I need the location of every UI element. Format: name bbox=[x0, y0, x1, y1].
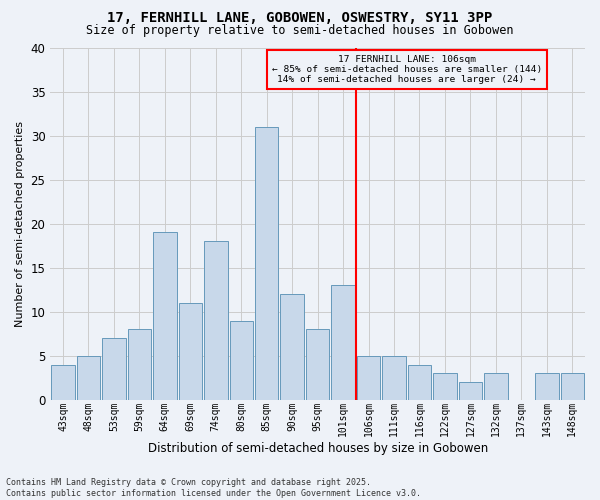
Bar bbox=[357, 356, 380, 400]
Bar bbox=[331, 286, 355, 400]
Bar bbox=[280, 294, 304, 400]
Bar bbox=[535, 374, 559, 400]
Bar bbox=[179, 303, 202, 400]
Bar bbox=[255, 127, 278, 400]
Bar bbox=[560, 374, 584, 400]
Text: 17 FERNHILL LANE: 106sqm
← 85% of semi-detached houses are smaller (144)
14% of : 17 FERNHILL LANE: 106sqm ← 85% of semi-d… bbox=[272, 54, 542, 84]
Bar bbox=[306, 330, 329, 400]
Bar bbox=[102, 338, 125, 400]
Text: Size of property relative to semi-detached houses in Gobowen: Size of property relative to semi-detach… bbox=[86, 24, 514, 37]
Bar bbox=[484, 374, 508, 400]
X-axis label: Distribution of semi-detached houses by size in Gobowen: Distribution of semi-detached houses by … bbox=[148, 442, 488, 455]
Text: 17, FERNHILL LANE, GOBOWEN, OSWESTRY, SY11 3PP: 17, FERNHILL LANE, GOBOWEN, OSWESTRY, SY… bbox=[107, 11, 493, 25]
Bar bbox=[382, 356, 406, 400]
Bar bbox=[204, 242, 227, 400]
Bar bbox=[433, 374, 457, 400]
Bar bbox=[77, 356, 100, 400]
Bar bbox=[128, 330, 151, 400]
Bar bbox=[52, 364, 75, 400]
Bar bbox=[459, 382, 482, 400]
Bar bbox=[408, 364, 431, 400]
Bar bbox=[153, 232, 176, 400]
Y-axis label: Number of semi-detached properties: Number of semi-detached properties bbox=[15, 120, 25, 326]
Text: Contains HM Land Registry data © Crown copyright and database right 2025.
Contai: Contains HM Land Registry data © Crown c… bbox=[6, 478, 421, 498]
Bar bbox=[230, 320, 253, 400]
